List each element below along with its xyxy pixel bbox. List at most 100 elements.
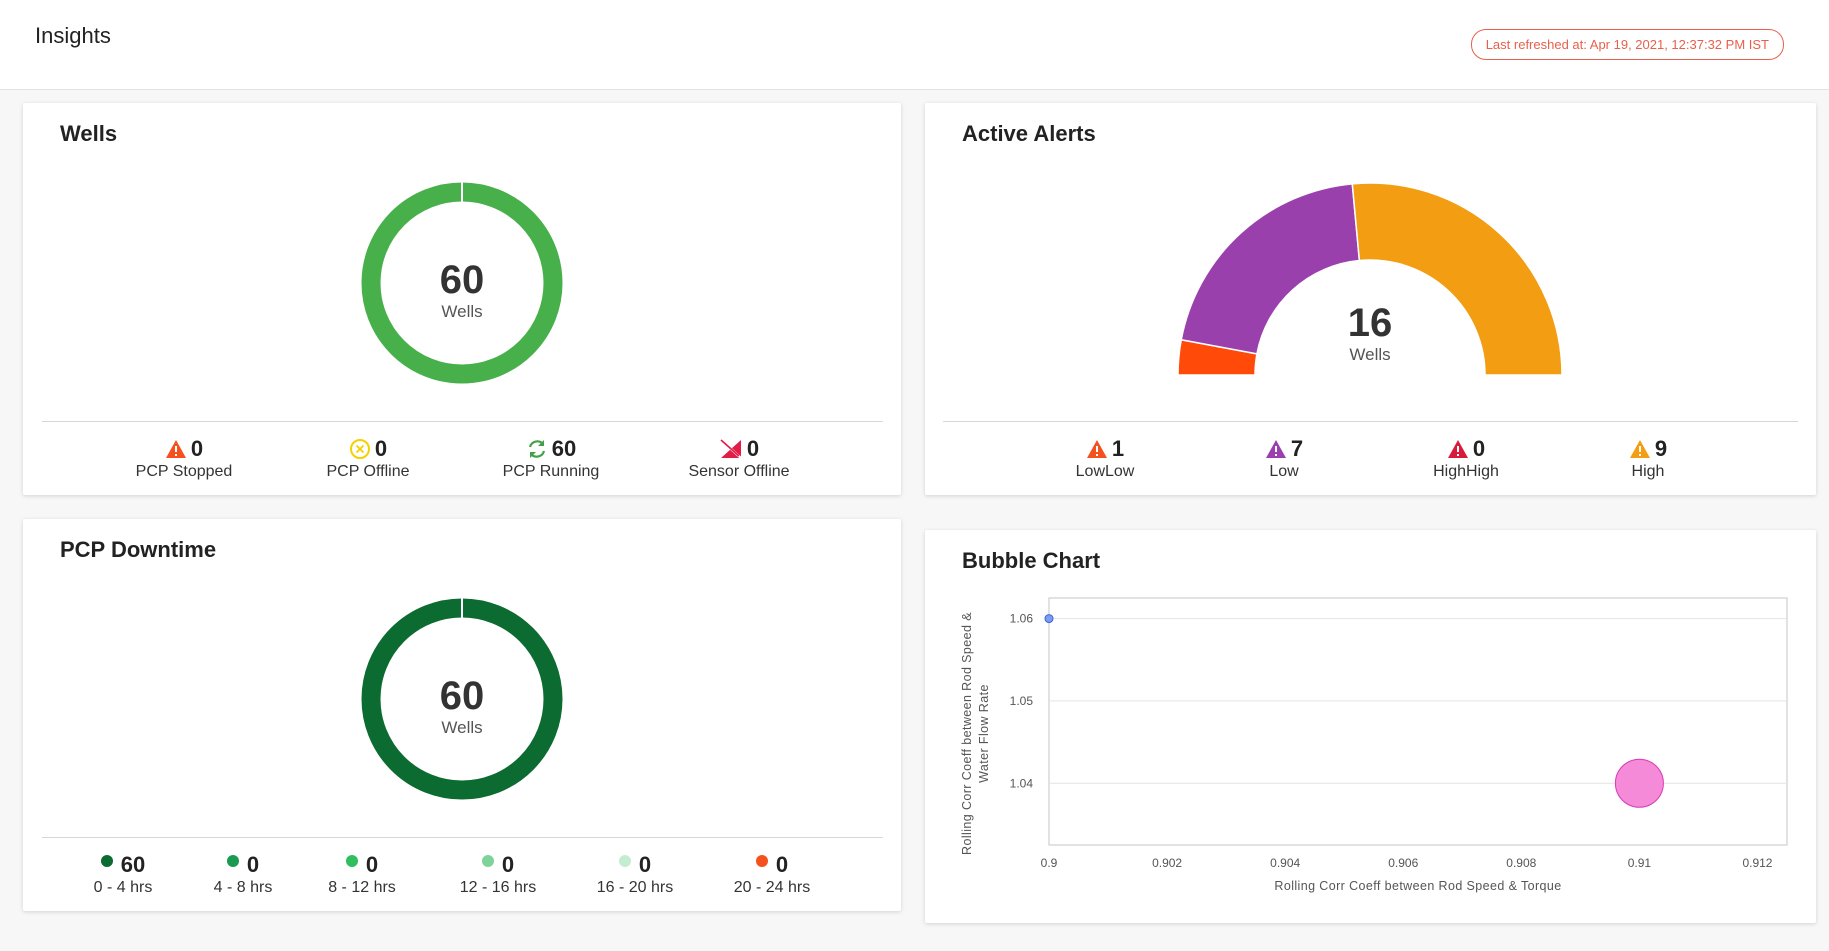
alerts-stat-high[interactable]: 9 High xyxy=(1568,436,1728,481)
top-bar: Insights Last refreshed at: Apr 19, 2021… xyxy=(0,0,1829,90)
alerts-stat-low[interactable]: 7 Low xyxy=(1204,436,1364,481)
wells-total: 60 xyxy=(439,258,485,302)
offline-circle-icon xyxy=(349,439,370,459)
bubble-chart-title: Bubble Chart xyxy=(962,548,1101,573)
downtime-8-12-label: 8 - 12 hrs xyxy=(328,879,396,896)
bubble-chart-plot: 1.04 1.05 1.06 0.9 0.902 0.904 0.906 0.908 0.91 0… xyxy=(960,597,1788,893)
y-tick-label: 1.06 xyxy=(1010,612,1034,626)
wells-stat-pcp-stopped[interactable]: 0 PCP Stopped xyxy=(104,436,264,481)
pcp-offline-count: 0 xyxy=(374,436,388,461)
warning-triangle-icon xyxy=(1447,440,1468,458)
x-tick-label: 0.906 xyxy=(1388,856,1418,870)
low-count: 7 xyxy=(1290,436,1304,461)
downtime-stat-12-16[interactable]: 0 12 - 16 hrs xyxy=(433,852,563,897)
downtime-donut-chart xyxy=(361,597,563,800)
x-tick-label: 0.91 xyxy=(1628,856,1652,870)
downtime-20-24-count: 0 xyxy=(775,852,789,877)
legend-dot-icon xyxy=(481,855,494,867)
downtime-stat-16-20[interactable]: 0 16 - 20 hrs xyxy=(570,852,700,897)
wells-stat-pcp-running[interactable]: 60 PCP Running xyxy=(471,436,631,481)
x-tick-label: 0.912 xyxy=(1742,856,1772,870)
gauge-slice-high xyxy=(1351,182,1563,376)
downtime-divider xyxy=(42,837,883,838)
downtime-20-24-label: 20 - 24 hrs xyxy=(733,879,811,896)
lowlow-label: LowLow xyxy=(1075,463,1135,480)
downtime-16-20-label: 16 - 20 hrs xyxy=(596,879,674,896)
wells-center: 60 Wells xyxy=(362,258,562,322)
bubble-point xyxy=(1044,614,1054,624)
pcp-stopped-label: PCP Stopped xyxy=(135,463,233,480)
legend-dot-icon xyxy=(618,855,631,867)
gauge-slice-low xyxy=(1180,183,1361,355)
highhigh-count: 0 xyxy=(1472,436,1486,461)
alerts-stat-highhigh[interactable]: 0 HighHigh xyxy=(1386,436,1546,481)
alerts-total-label: Wells xyxy=(1349,345,1391,364)
alerts-stat-lowlow[interactable]: 1 LowLow xyxy=(1025,436,1185,481)
downtime-stat-4-8[interactable]: 0 4 - 8 hrs xyxy=(183,852,303,897)
x-tick-label: 0.904 xyxy=(1270,856,1300,870)
legend-dot-icon xyxy=(345,855,358,867)
wells-card: Wells 60 Wells 0 PCP Stopped 0 PCP Offli… xyxy=(23,103,901,495)
y-tick-label: 1.05 xyxy=(1010,694,1034,708)
wells-total-label: Wells xyxy=(441,302,483,321)
pcp-running-count: 60 xyxy=(551,436,577,461)
y-axis-label: Rolling Corr Coeff between Rod Speed & Wa… xyxy=(960,612,991,855)
highhigh-label: HighHigh xyxy=(1433,463,1499,480)
legend-dot-icon xyxy=(755,855,768,867)
high-label: High xyxy=(1631,463,1665,480)
legend-dot-icon xyxy=(226,855,239,867)
downtime-12-16-count: 0 xyxy=(501,852,515,877)
warning-triangle-icon xyxy=(1086,440,1107,458)
pcp-running-label: PCP Running xyxy=(502,463,600,480)
alerts-gauge-chart xyxy=(1177,182,1563,376)
sensor-offline-count: 0 xyxy=(746,436,760,461)
x-axis-label: Rolling Corr Coeff between Rod Speed & T… xyxy=(1274,879,1561,893)
warning-triangle-icon xyxy=(165,440,186,458)
alerts-divider xyxy=(943,421,1798,422)
downtime-4-8-label: 4 - 8 hrs xyxy=(213,879,273,896)
pcp-offline-label: PCP Offline xyxy=(326,463,410,480)
warning-triangle-icon xyxy=(1629,440,1650,458)
bubble-point xyxy=(1614,758,1664,808)
lowlow-count: 1 xyxy=(1111,436,1125,461)
downtime-16-20-count: 0 xyxy=(638,852,652,877)
downtime-12-16-label: 12 - 16 hrs xyxy=(459,879,537,896)
low-label: Low xyxy=(1269,463,1299,480)
downtime-center: 60 Wells xyxy=(362,674,562,738)
active-alerts-card: Active Alerts 16 Wells 1 LowLow 7 Low 0 … xyxy=(925,103,1816,495)
page-title: Insights xyxy=(35,23,111,48)
downtime-stat-20-24[interactable]: 0 20 - 24 hrs xyxy=(707,852,837,897)
x-tick-label: 0.908 xyxy=(1506,856,1536,870)
downtime-0-4-label: 0 - 4 hrs xyxy=(93,879,153,896)
refresh-arrows-icon xyxy=(528,440,545,458)
pcp-downtime-title: PCP Downtime xyxy=(60,537,217,562)
x-tick-label: 0.9 xyxy=(1041,856,1058,870)
alerts-total: 16 xyxy=(1347,301,1393,345)
downtime-total-label: Wells xyxy=(441,718,483,737)
plot-area xyxy=(1048,597,1788,846)
wells-stat-sensor-offline[interactable]: 0 Sensor Offline xyxy=(659,436,819,481)
wells-stat-pcp-offline[interactable]: 0 PCP Offline xyxy=(288,436,448,481)
warning-triangle-icon xyxy=(1265,440,1286,458)
alerts-center: 16 Wells xyxy=(1270,301,1470,365)
sensor-offline-icon xyxy=(720,439,742,459)
high-count: 9 xyxy=(1654,436,1668,461)
downtime-8-12-count: 0 xyxy=(365,852,379,877)
downtime-4-8-count: 0 xyxy=(246,852,260,877)
legend-dot-icon xyxy=(100,855,113,867)
x-tick-label: 0.902 xyxy=(1152,856,1182,870)
wells-divider xyxy=(42,421,883,422)
active-alerts-title: Active Alerts xyxy=(962,121,1096,146)
wells-title: Wells xyxy=(60,121,118,146)
downtime-stat-0-4[interactable]: 60 0 - 4 hrs xyxy=(53,852,193,897)
wells-donut-chart xyxy=(361,181,563,384)
y-tick-label: 1.04 xyxy=(1010,776,1034,790)
bubble-chart-card: Bubble Chart 1.04 1.05 1.06 0.9 0.902 0.904 0.… xyxy=(925,530,1816,923)
pcp-downtime-card: PCP Downtime 60 Wells 60 0 - 4 hrs 0 4 -… xyxy=(23,519,901,911)
downtime-stat-8-12[interactable]: 0 8 - 12 hrs xyxy=(302,852,422,897)
sensor-offline-label: Sensor Offline xyxy=(688,463,790,480)
pcp-stopped-count: 0 xyxy=(190,436,204,461)
downtime-total: 60 xyxy=(439,674,485,718)
last-refreshed-badge: Last refreshed at: Apr 19, 2021, 12:37:3… xyxy=(1470,29,1784,60)
downtime-0-4-count: 60 xyxy=(120,852,146,877)
